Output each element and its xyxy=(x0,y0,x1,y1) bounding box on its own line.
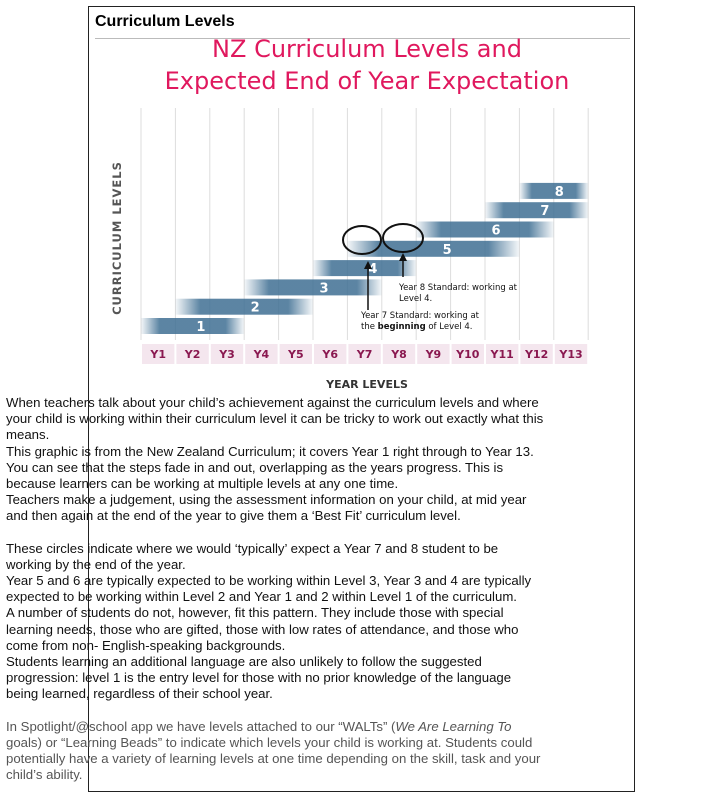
paragraph-8: In Spotlight/@school app we have levels … xyxy=(6,718,541,783)
level-bar-1 xyxy=(141,318,245,334)
chart-x-ticks: Y1 Y2 Y3 Y4 Y5 Y6 Y7 Y8 Y9 Y10 Y11 Y12 Y13 xyxy=(142,344,588,364)
level-label-4: 4 xyxy=(368,262,377,277)
paragraph-1: When teachers talk about your child’s ac… xyxy=(6,395,544,443)
year8-annotation-line1: Year 8 Standard: working at xyxy=(398,283,518,293)
x-tick-label: Y6 xyxy=(321,348,338,361)
paragraph-3: Teachers make a judgement, using the ass… xyxy=(6,492,527,524)
x-tick-cell xyxy=(142,344,175,364)
level-bar-5 xyxy=(347,240,520,257)
document-frame: Curriculum Levels xyxy=(88,6,635,792)
x-tick-label: Y13 xyxy=(558,348,582,361)
level-label-7: 7 xyxy=(540,204,549,219)
x-tick-label: Y3 xyxy=(218,348,235,361)
x-axis-label: YEAR LEVELS xyxy=(325,378,408,391)
y-axis-label: CURRICULUM LEVELS xyxy=(110,161,124,315)
x-tick-label: Y7 xyxy=(356,348,373,361)
level-bar-8 xyxy=(519,182,589,199)
level-label-2: 2 xyxy=(251,301,260,316)
level-label-8: 8 xyxy=(555,185,564,200)
x-tick-label: Y4 xyxy=(253,348,270,361)
level-label-3: 3 xyxy=(319,281,328,296)
x-tick-cell xyxy=(451,344,484,364)
x-tick-cell xyxy=(245,344,278,364)
year7-circle xyxy=(342,225,382,255)
year8-annotation-line2: Level 4. xyxy=(399,294,432,304)
chart-title-line2: Expected End of Year Expectation xyxy=(165,67,570,95)
x-tick-cell xyxy=(210,344,244,364)
paragraph-2: This graphic is from the New Zealand Cur… xyxy=(6,443,534,492)
x-tick-cell xyxy=(382,344,416,364)
level-label-1: 1 xyxy=(196,320,205,335)
x-tick-label: Y1 xyxy=(149,348,166,361)
x-tick-label: Y2 xyxy=(184,348,201,361)
year8-arrow-head xyxy=(399,253,407,261)
paragraph-gap xyxy=(6,703,546,719)
level-label-6: 6 xyxy=(491,224,500,239)
curriculum-levels-chart: NZ Curriculum Levels and Expected End of… xyxy=(110,35,589,391)
chart-bars: 1 2 3 4 5 6 78 xyxy=(141,182,589,335)
x-tick-cell xyxy=(520,344,553,364)
level-bar-6 xyxy=(416,221,554,238)
paragraph-4: These circles indicate where we would ‘t… xyxy=(6,540,499,572)
paragraph-7: Students learning an additional language… xyxy=(6,654,512,702)
x-tick-cell xyxy=(554,344,588,364)
x-tick-label: Y11 xyxy=(490,348,514,361)
year8-circle xyxy=(382,223,424,253)
x-tick-cell xyxy=(417,344,450,364)
paragraph-5: Year 5 and 6 are typically expected to b… xyxy=(6,573,532,605)
paragraph-6: A number of students do not, however, fi… xyxy=(6,605,519,653)
level-bar-2 xyxy=(175,298,313,315)
x-tick-label: Y5 xyxy=(287,348,304,361)
x-tick-cell xyxy=(486,344,519,364)
level-bar-3 xyxy=(244,279,382,296)
year7-annotation-line2: the beginning of Level 4. xyxy=(361,322,473,332)
x-tick-label: Y12 xyxy=(524,348,548,361)
chart-title-line1: NZ Curriculum Levels and xyxy=(212,35,522,63)
x-tick-label: Y10 xyxy=(455,348,480,361)
level-label-5: 5 xyxy=(443,243,452,258)
paragraph-gap xyxy=(6,525,546,541)
level-bar-7 xyxy=(485,202,589,219)
x-tick-cell xyxy=(176,344,209,364)
document-title: Curriculum Levels xyxy=(95,13,235,30)
title-divider xyxy=(95,38,630,39)
year7-annotation-line1: Year 7 Standard: working at xyxy=(360,311,480,321)
body-text: When teachers talk about your child’s ac… xyxy=(6,395,546,783)
x-tick-cell xyxy=(314,344,347,364)
x-tick-cell xyxy=(279,344,312,364)
year7-arrow-head xyxy=(364,261,372,269)
x-tick-label: Y9 xyxy=(425,348,442,361)
x-tick-cell xyxy=(348,344,381,364)
x-tick-label: Y8 xyxy=(390,348,407,361)
